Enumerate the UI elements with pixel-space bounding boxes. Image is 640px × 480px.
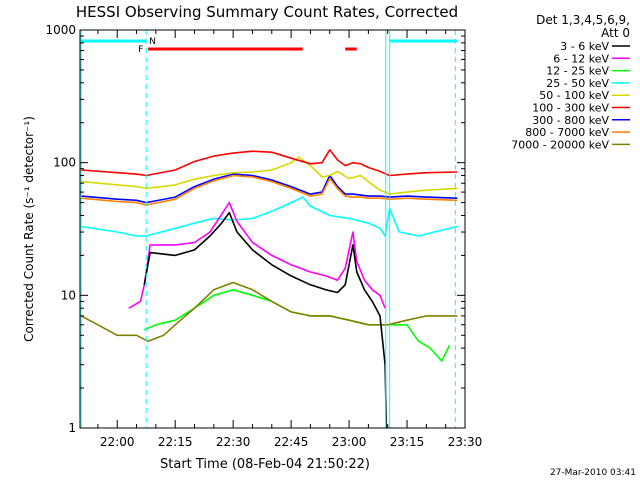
series-line-50-100-keV xyxy=(81,156,458,195)
y-tick-label: 1 xyxy=(68,421,76,435)
plot-area: NF xyxy=(80,30,458,429)
legend-entry-label: 7000 - 20000 keV xyxy=(511,138,609,151)
series-line-300-800-keV xyxy=(81,173,458,204)
x-axis: 22:00 22:15 22:30 22:45 23:00 23:15 23:30 xyxy=(97,30,483,449)
x-tick-label: 23:30 xyxy=(448,435,483,449)
f-flag-label: F xyxy=(138,45,143,55)
x-tick-label: 22:00 xyxy=(100,435,135,449)
legend-entry-label: 800 - 7000 keV xyxy=(525,126,609,139)
series-line-12-25-keV xyxy=(143,288,451,362)
series-line-6-12-keV xyxy=(128,201,386,309)
legend-entry-label: 100 - 300 keV xyxy=(532,102,609,115)
series-line-100-300-keV xyxy=(81,149,458,177)
x-tick-label: 22:15 xyxy=(158,435,193,449)
x-tick-label: 22:45 xyxy=(274,435,309,449)
series-line-3-6-keV xyxy=(143,211,388,429)
y-axis-label: Corrected Count Rate (s⁻¹ detector⁻¹) xyxy=(22,116,36,342)
y-tick-label: 1000 xyxy=(45,23,76,37)
plot-frame xyxy=(79,29,466,429)
x-tick-label: 22:30 xyxy=(216,435,251,449)
legend-entry-label: 300 - 800 keV xyxy=(532,114,609,127)
x-tick-label: 23:15 xyxy=(390,435,425,449)
legend-entry-label: 25 - 50 keV xyxy=(546,77,609,90)
legend-title-line1: Det 1,3,4,5,6,9, xyxy=(536,13,630,27)
y-axis: 1 10 100 1000 xyxy=(45,23,465,435)
legend-entry-label: 12 - 25 keV xyxy=(546,65,609,78)
x-tick-label: 23:00 xyxy=(332,435,367,449)
legend-title-line2: Att 0 xyxy=(601,26,630,40)
legend-entry-label: 50 - 100 keV xyxy=(539,89,609,102)
series-line-800-7000-keV xyxy=(81,174,458,206)
n-flag-label: N xyxy=(149,37,156,47)
legend-entry-label: 6 - 12 keV xyxy=(553,52,609,65)
y-tick-label: 10 xyxy=(61,288,76,302)
timestamp: 27-Mar-2010 03:41 xyxy=(550,468,636,478)
x-axis-label: Start Time (08-Feb-04 21:50:22) xyxy=(160,457,370,472)
chart-title: HESSI Observing Summary Count Rates, Cor… xyxy=(76,3,458,21)
y-tick-label: 100 xyxy=(53,156,76,170)
legend-entry-label: 3 - 6 keV xyxy=(560,40,609,53)
series-line-25-50-keV xyxy=(81,196,458,237)
series-line-7000-20000-keV xyxy=(80,281,458,343)
